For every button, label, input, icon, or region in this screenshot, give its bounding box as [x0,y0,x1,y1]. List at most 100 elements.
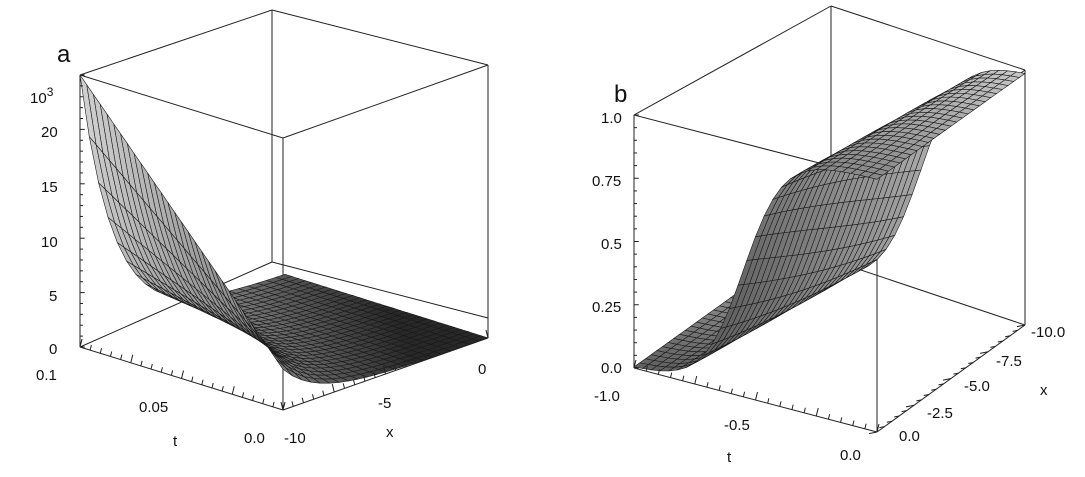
x-tick-label: 0 [478,361,486,378]
box-edge [271,9,489,66]
t-tick-label: 0.05 [139,399,168,416]
box-edge [633,5,832,116]
axis-tick [79,338,83,348]
panel-a-letter: a [57,41,71,68]
x-tick-label: -5 [378,395,391,412]
axis-tick [791,404,794,410]
z-tick-label: 0.0 [601,360,622,377]
axis-tick [282,401,286,411]
axis-tick [706,382,709,388]
t-axis-label: t [727,449,732,466]
z-tick-label: 5 [49,288,57,305]
axis-tick [767,398,770,404]
axis-tick [394,365,397,371]
box-edge [79,261,273,348]
x-tick-label: -2.5 [927,405,953,422]
axis-tick [455,343,458,349]
panel-b-surface [633,69,1026,372]
axis-tick [476,336,479,342]
axis-tick [755,391,758,401]
axis-tick [942,378,952,381]
t-tick-label: 0.0 [244,430,265,447]
panel-b: b 1.0 0.75 0.5 0.25 0.0 -1.0 -0.5 0.0 t … [592,5,1065,466]
x-tick-label: 0.0 [899,428,920,445]
axis-tick [938,383,944,386]
axis-tick [905,404,915,408]
panel-a-surface [79,74,489,384]
axis-tick [694,375,698,385]
axis-tick [301,397,304,403]
box-edge [830,5,1026,71]
axis-tick [280,401,284,411]
z-tick-label: 15 [41,179,58,196]
axis-tick [953,372,959,375]
axis-tick [150,363,153,370]
x-tick-label: -10.0 [1031,324,1065,341]
x-axis-label: x [1040,382,1048,399]
axis-tick [404,361,407,367]
axis-tick [1016,324,1026,328]
axis-tick [633,359,637,369]
axis-tick [669,372,673,378]
box-edge [830,259,1026,326]
axis-tick [241,392,245,398]
t-tick-label: -1.0 [594,388,620,405]
axis-tick [901,410,907,413]
axis-tick [272,401,275,407]
box-edge [282,64,489,139]
axis-tick [130,354,134,363]
panel-b-ticks [633,114,1026,435]
axis-tick [120,354,123,360]
axis-tick [99,348,103,354]
axis-tick [414,358,417,364]
axis-tick [140,360,143,367]
z-tick-label: 1.0 [601,110,622,127]
x-tick-label: -5.0 [964,378,990,395]
t-tick-label: 0.1 [36,367,57,384]
axis-tick [322,390,325,396]
surface-cell [275,359,293,376]
axis-tick [868,431,878,435]
axis-tick [1005,335,1011,338]
surface-cell [867,172,884,180]
z-tick-label: 0.5 [601,236,622,253]
axis-tick [170,370,174,376]
axis-tick [879,426,885,429]
axis-tick [485,329,489,339]
axis-tick [160,367,163,373]
box-edge [79,9,273,76]
axis-tick [363,376,366,382]
axis-tick [742,391,746,397]
axis-tick [827,414,831,420]
axis-tick [331,383,335,393]
axis-tick [1012,329,1018,332]
z-tick-label: 0.25 [592,299,621,316]
axis-tick [211,382,214,389]
axis-tick [960,367,966,370]
axis-tick [803,407,806,413]
x-axis-label: x [386,424,394,441]
x-tick-label: -7.5 [996,353,1022,370]
axis-tick [181,370,184,379]
axis-tick [864,423,867,429]
axis-tick [191,376,194,382]
panel-a: a 103 20 15 10 5 0 0.1 0.05 0.0 t -10 -5… [30,9,489,450]
box-edge [271,261,489,319]
axis-tick [312,394,315,400]
axis-tick [894,415,900,418]
axis-tick [434,347,438,357]
axis-tick [445,347,448,353]
x-tick-label: -10 [284,430,306,447]
z-tick-label: 103 [30,85,54,107]
axis-tick [89,345,92,351]
axis-tick [645,366,648,372]
axis-tick [779,401,782,407]
axis-tick [997,340,1003,343]
panel-a-ticks [79,74,489,411]
axis-tick [373,372,376,378]
axis-tick [852,420,855,426]
axis-tick [718,385,721,391]
axis-tick [968,361,974,364]
panel-b-letter: b [614,81,627,108]
